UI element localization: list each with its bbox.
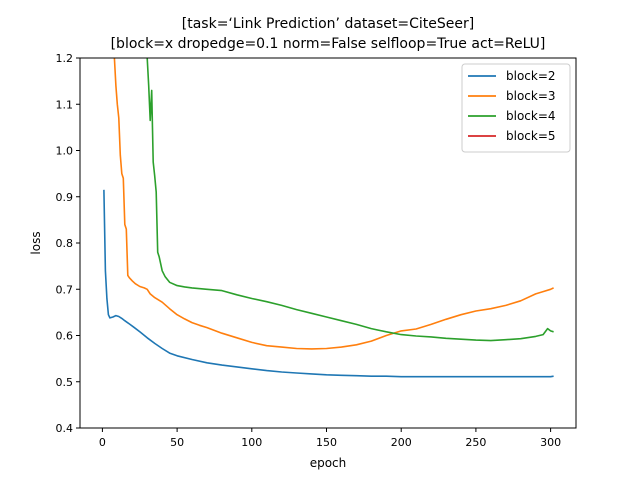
y-tick-label: 1.0 <box>56 145 74 158</box>
y-tick-label: 1.1 <box>56 98 74 111</box>
x-tick-label: 50 <box>170 436 184 449</box>
legend: block=2 block=3 block=4 block=5 <box>461 63 571 153</box>
y-axis-label: loss <box>29 231 43 254</box>
y-axis-ticks: 0.4 0.5 0.6 0.7 0.8 0.9 1.0 1.1 1.2 <box>56 52 80 435</box>
x-tick-label: 200 <box>391 436 412 449</box>
x-tick-label: 100 <box>241 436 262 449</box>
series-layer <box>103 58 554 378</box>
series-line <box>113 58 554 350</box>
legend-frame <box>461 63 571 153</box>
series-line <box>146 58 554 342</box>
y-tick-label: 0.9 <box>56 191 74 204</box>
legend-label: block=3 <box>506 89 556 103</box>
y-tick-label: 0.6 <box>56 330 74 343</box>
y-tick-label: 0.4 <box>56 422 74 435</box>
legend-label: block=5 <box>506 129 556 143</box>
x-axis-ticks: 0 50 100 150 200 250 300 <box>99 428 561 449</box>
x-tick-label: 0 <box>99 436 106 449</box>
chart-title-line-1: [task=‘Link Prediction’ dataset=CiteSeer… <box>182 16 474 32</box>
y-tick-label: 0.7 <box>56 283 74 296</box>
x-tick-label: 150 <box>316 436 337 449</box>
y-tick-label: 0.5 <box>56 376 74 389</box>
chart-title-line-2: [block=x dropedge=0.1 norm=False selfloo… <box>111 36 546 52</box>
x-tick-label: 300 <box>540 436 561 449</box>
x-tick-label: 250 <box>465 436 486 449</box>
series-line <box>103 189 554 378</box>
legend-items: block=2 block=3 block=4 block=5 <box>468 69 556 143</box>
x-axis-label: epoch <box>310 456 347 470</box>
y-tick-label: 0.8 <box>56 237 74 250</box>
legend-label: block=4 <box>506 109 556 123</box>
y-tick-label: 1.2 <box>56 52 74 65</box>
legend-label: block=2 <box>506 69 556 83</box>
